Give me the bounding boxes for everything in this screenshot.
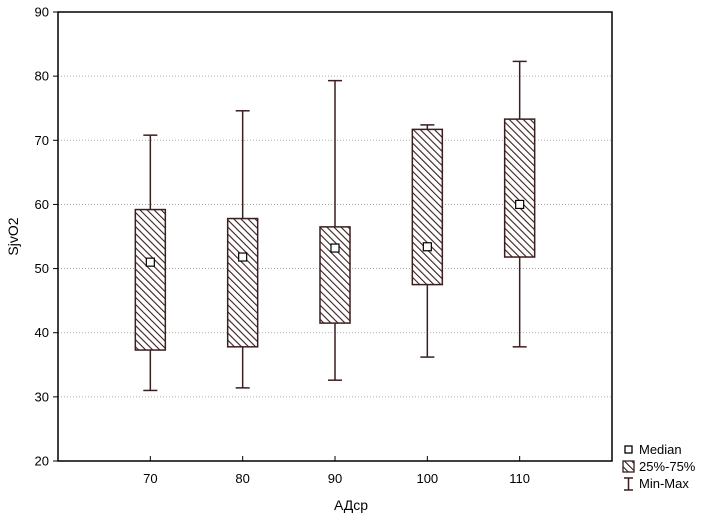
y-tick-label: 60 — [35, 197, 49, 212]
iqr-box — [411, 128, 444, 286]
median-marker — [238, 252, 248, 262]
y-tick-label: 20 — [35, 454, 49, 469]
y-axis-ticks: 20 30 40 50 60 70 80 90 — [35, 5, 58, 469]
legend-item-median: Median — [624, 442, 682, 457]
median-marker — [422, 242, 432, 252]
legend-box-symbol — [622, 460, 635, 473]
legend-whisker-label: Min-Max — [639, 476, 689, 491]
iqr-box — [226, 217, 259, 348]
box-100 — [411, 124, 444, 358]
legend: Median 25%-75% Min-Max — [622, 442, 696, 491]
legend-median-label: Median — [639, 442, 682, 457]
legend-whisker-symbol — [624, 477, 633, 491]
median-marker — [515, 199, 525, 210]
plot-frame — [57, 11, 613, 462]
legend-item-box: 25%-75% — [622, 459, 696, 474]
box-80 — [226, 110, 259, 389]
box-70 — [134, 134, 167, 392]
x-axis-label: АДср — [334, 497, 368, 513]
box-series — [134, 60, 536, 392]
x-tick-label: 90 — [328, 471, 342, 486]
median-marker — [330, 243, 340, 253]
y-tick-label: 40 — [35, 325, 49, 340]
iqr-box — [503, 118, 536, 258]
y-tick-label: 50 — [35, 261, 49, 276]
legend-item-whisker: Min-Max — [624, 476, 689, 491]
y-tick-label: 90 — [35, 5, 49, 20]
x-axis-ticks: 70 80 90 100 110 — [143, 456, 530, 486]
y-tick-label: 80 — [35, 69, 49, 84]
y-tick-label: 30 — [35, 389, 49, 404]
x-tick-label: 110 — [509, 471, 530, 486]
x-tick-label: 70 — [143, 471, 157, 486]
iqr-box — [134, 208, 167, 351]
median-marker — [145, 257, 155, 267]
y-tick-label: 70 — [35, 133, 49, 148]
iqr-box — [319, 226, 351, 324]
box-110 — [503, 60, 536, 348]
legend-median-symbol — [624, 445, 633, 454]
box-90 — [319, 79, 351, 381]
legend-box-label: 25%-75% — [639, 459, 696, 474]
x-tick-label: 100 — [416, 471, 438, 486]
y-axis-label: SjvO2 — [5, 217, 21, 255]
x-tick-label: 80 — [235, 471, 249, 486]
